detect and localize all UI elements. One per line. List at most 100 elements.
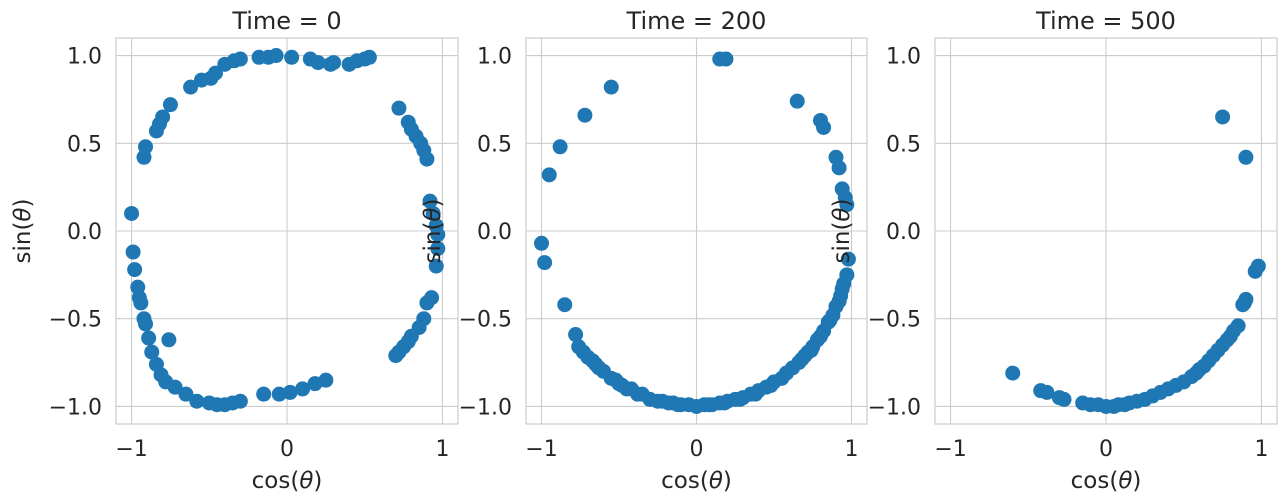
data-point xyxy=(803,342,819,358)
subplot-title: Time = 200 xyxy=(626,7,767,35)
data-point xyxy=(1250,258,1266,274)
data-point xyxy=(256,386,272,402)
y-tick-label: 0.5 xyxy=(477,132,512,157)
subplot-time-500: −1 0 1 1.0 0.5 0.0 −0.5 −1.0 Time = 500 cos(θ) sin… xyxy=(829,7,1278,494)
y-tick-label: 0.0 xyxy=(886,220,921,245)
data-point xyxy=(701,397,717,413)
data-point xyxy=(189,393,205,409)
data-point xyxy=(419,295,435,311)
data-point xyxy=(816,119,832,135)
data-point xyxy=(813,328,828,344)
data-point xyxy=(138,139,154,155)
y-tick-label: −1.0 xyxy=(49,395,102,420)
data-point xyxy=(183,79,199,95)
x-tick-label: 0 xyxy=(690,437,704,462)
data-point xyxy=(1238,291,1254,307)
x-axis-label: cos(θ) xyxy=(252,468,323,494)
data-point xyxy=(430,227,446,243)
x-tick-label: 1 xyxy=(435,437,449,462)
data-point xyxy=(428,258,444,274)
x-tick-label: 1 xyxy=(1254,437,1268,462)
data-point xyxy=(268,48,284,64)
data-point xyxy=(361,49,377,65)
subplot-time-200: −1 0 1 1.0 0.5 0.0 −0.5 −1.0 Time = 200 cos(θ) sin… xyxy=(420,7,868,494)
y-tick-label: 1.0 xyxy=(477,45,512,70)
data-point xyxy=(840,251,856,267)
data-point xyxy=(295,381,311,397)
y-tick-label: 0.0 xyxy=(477,220,512,245)
x-tick-label: −1 xyxy=(115,437,147,462)
x-tick-label: 1 xyxy=(845,437,859,462)
x-tick-label: 0 xyxy=(280,437,294,462)
data-point xyxy=(1215,109,1231,125)
y-axis-label: sin(θ) xyxy=(420,199,446,264)
data-point xyxy=(1238,149,1254,165)
data-point xyxy=(323,56,339,72)
data-point xyxy=(178,386,194,402)
data-point xyxy=(763,377,779,393)
data-point xyxy=(422,193,438,209)
subplot-time-0: −1 0 1 1.0 0.5 0.0 −0.5 −1.0 Time = 0 cos(θ) sin(θ… xyxy=(10,7,459,494)
data-point xyxy=(670,397,686,413)
data-point xyxy=(1039,384,1055,400)
y-tick-label: 0.5 xyxy=(67,132,102,157)
data-point xyxy=(133,295,149,311)
data-point xyxy=(310,55,326,71)
y-tick-label: 0.5 xyxy=(886,132,921,157)
data-point xyxy=(284,49,300,65)
y-tick-label: −0.5 xyxy=(459,308,512,333)
subplot-title: Time = 0 xyxy=(231,7,341,35)
data-point xyxy=(831,160,847,176)
data-point xyxy=(839,197,855,213)
y-tick-label: −1.0 xyxy=(868,395,921,420)
data-point xyxy=(747,386,763,402)
y-tick-label: 0.0 xyxy=(67,220,102,245)
axes-frame xyxy=(525,37,868,425)
data-point xyxy=(634,386,650,402)
y-tick-label: 1.0 xyxy=(886,45,921,70)
x-axis-label: cos(θ) xyxy=(661,468,732,494)
data-point xyxy=(162,97,178,113)
axes-frame xyxy=(934,37,1278,425)
data-point xyxy=(557,297,573,313)
data-point xyxy=(430,241,446,257)
data-point xyxy=(141,330,157,346)
data-point xyxy=(391,100,407,116)
data-point xyxy=(161,332,177,348)
data-point xyxy=(388,348,404,364)
x-tick-label: −1 xyxy=(934,437,966,462)
data-point xyxy=(1005,365,1021,381)
data-point xyxy=(541,167,557,183)
data-point xyxy=(155,109,171,125)
data-point xyxy=(138,316,154,332)
data-point xyxy=(603,79,619,95)
data-point xyxy=(425,205,441,221)
data-point xyxy=(282,384,298,400)
data-point xyxy=(124,205,140,221)
data-point xyxy=(318,372,334,388)
data-point xyxy=(577,107,593,123)
y-tick-label: −0.5 xyxy=(868,308,921,333)
data-point xyxy=(537,255,553,271)
data-point xyxy=(419,151,435,167)
x-tick-label: 0 xyxy=(1099,437,1113,462)
data-point xyxy=(718,51,734,67)
axes-frame xyxy=(115,37,459,425)
data-point xyxy=(568,327,584,343)
data-point xyxy=(127,262,143,278)
y-tick-label: −0.5 xyxy=(49,308,102,333)
x-tick-label: −1 xyxy=(525,437,557,462)
data-point xyxy=(232,393,248,409)
data-point xyxy=(1056,391,1072,407)
data-point xyxy=(232,51,248,67)
data-point xyxy=(716,395,732,411)
y-axis-label: sin(θ) xyxy=(829,199,855,264)
y-tick-label: −1.0 xyxy=(459,395,512,420)
data-point xyxy=(789,93,805,109)
data-point xyxy=(822,312,838,328)
data-point xyxy=(778,365,794,381)
subplot-title: Time = 500 xyxy=(1035,7,1176,35)
data-point xyxy=(552,139,568,155)
data-point xyxy=(144,344,160,360)
